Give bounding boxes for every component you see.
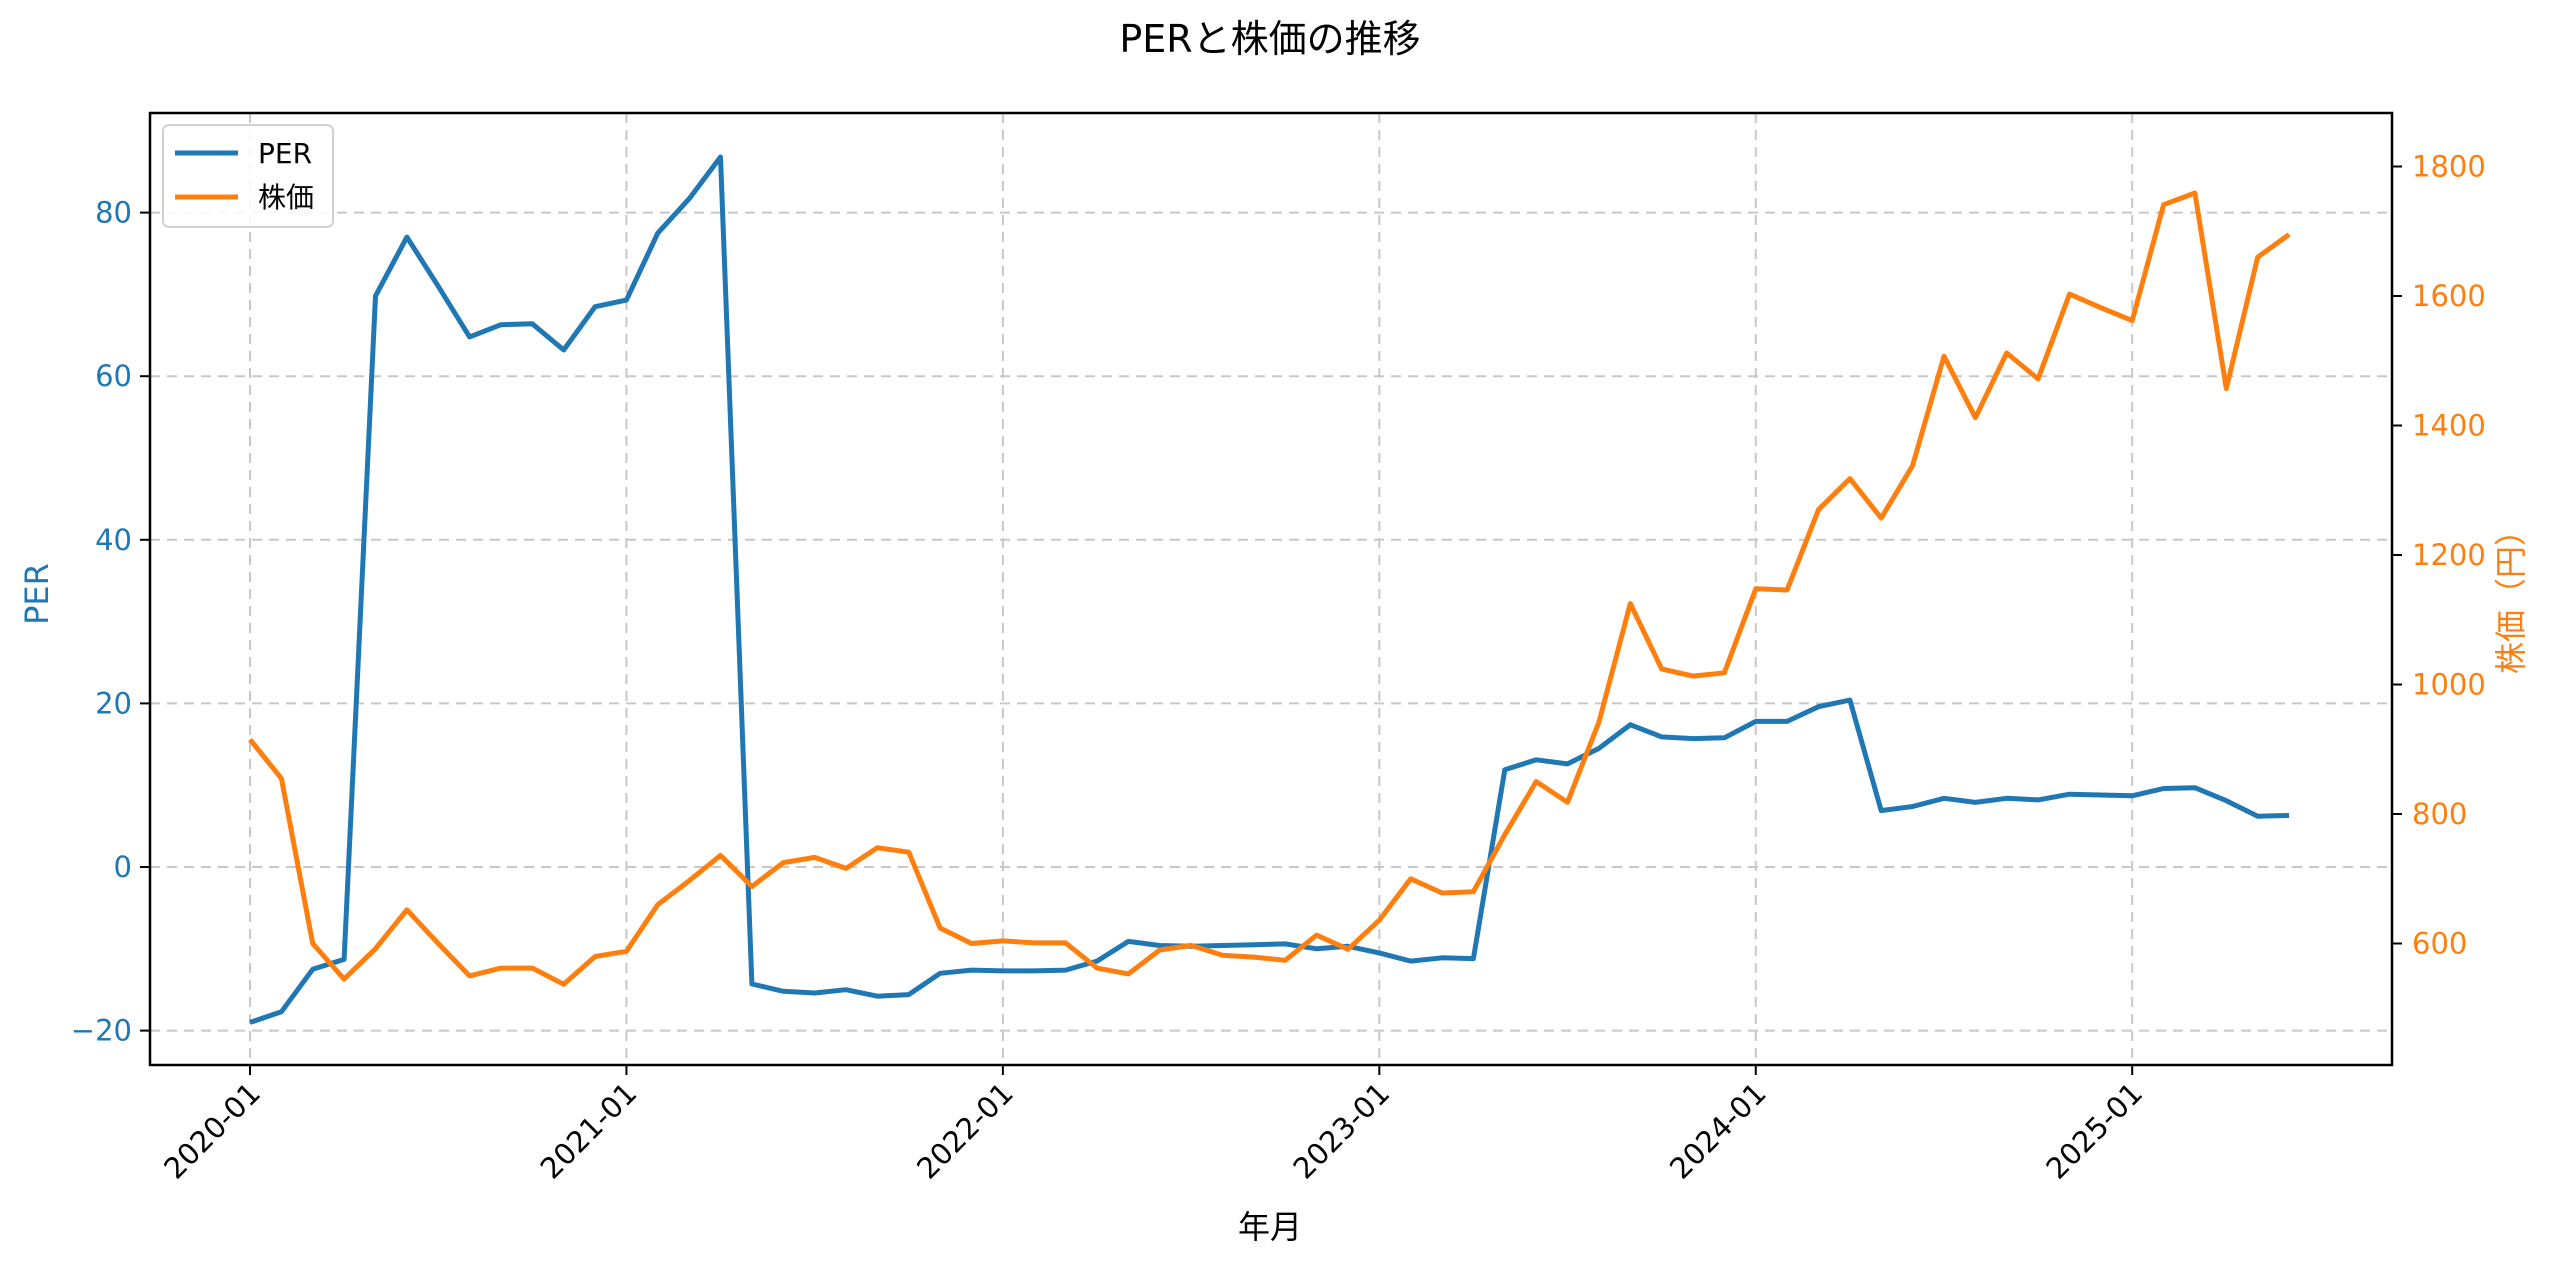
x-axis-label: 年月 xyxy=(1238,1208,1302,1246)
y-right-tick-label: 800 xyxy=(2412,797,2467,831)
plot-series xyxy=(248,154,2291,1025)
y-left-tick-label: 0 xyxy=(114,850,132,884)
legend: PER 株価 xyxy=(162,124,334,228)
x-tick-label: 2022-01 xyxy=(910,1076,1020,1186)
x-tick-label: 2020-01 xyxy=(157,1076,267,1186)
price-line xyxy=(248,190,2291,987)
plot-area-frame xyxy=(148,111,2394,1067)
x-tick-label: 2023-01 xyxy=(1287,1076,1397,1186)
per-line xyxy=(249,154,2290,1025)
y-right-tick-label: 1400 xyxy=(2412,409,2486,443)
legend-price-label: 株価 xyxy=(258,181,314,214)
x-axis-ticks: 2020-01 2021-01 2022-01 2023-01 2024-01 2025-… xyxy=(157,1065,2149,1186)
y-axis-left-label: PER xyxy=(18,563,56,625)
y-right-tick-label: 1600 xyxy=(2412,279,2486,313)
y-left-tick-label: 60 xyxy=(95,359,132,393)
chart-title: PERと株価の推移 xyxy=(1119,17,1420,61)
right-axis-ticks: 600 800 1000 1200 1400 1600 1800 xyxy=(2392,150,2486,961)
y-right-tick-label: 600 xyxy=(2412,927,2467,961)
legend-per-label: PER xyxy=(258,137,312,170)
left-axis-ticks: −20 0 20 40 60 80 xyxy=(71,196,150,1048)
y-right-tick-label: 1800 xyxy=(2412,150,2486,184)
y-left-tick-label: 20 xyxy=(95,686,132,720)
y-left-tick-label: 80 xyxy=(95,196,132,230)
x-tick-label: 2024-01 xyxy=(1663,1076,1773,1186)
y-right-tick-label: 1000 xyxy=(2412,668,2486,702)
y-axis-right-label: 株価（円） xyxy=(2492,514,2530,674)
x-tick-label: 2021-01 xyxy=(534,1076,644,1186)
grid-lines xyxy=(150,113,2392,1065)
y-left-tick-label: 40 xyxy=(95,523,132,557)
y-left-tick-label: −20 xyxy=(71,1014,132,1048)
x-tick-label: 2025-01 xyxy=(2039,1076,2149,1186)
y-right-tick-label: 1200 xyxy=(2412,538,2486,572)
